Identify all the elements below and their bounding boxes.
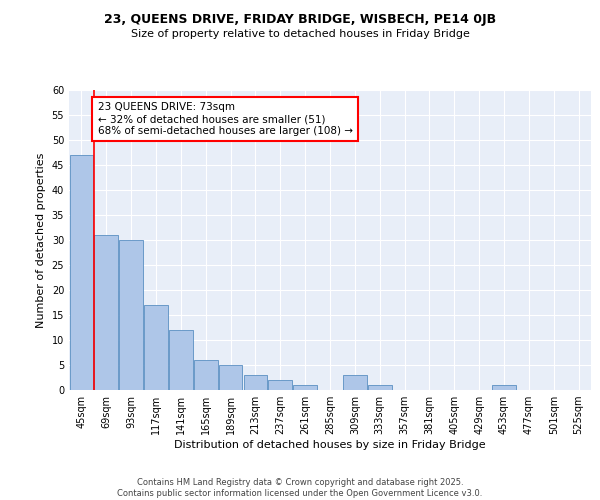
Bar bbox=[70, 155, 93, 390]
Bar bbox=[293, 385, 317, 390]
Bar bbox=[194, 360, 218, 390]
Bar bbox=[244, 375, 267, 390]
Text: 23 QUEENS DRIVE: 73sqm
← 32% of detached houses are smaller (51)
68% of semi-det: 23 QUEENS DRIVE: 73sqm ← 32% of detached… bbox=[98, 102, 353, 136]
X-axis label: Distribution of detached houses by size in Friday Bridge: Distribution of detached houses by size … bbox=[174, 440, 486, 450]
Bar bbox=[492, 385, 516, 390]
Bar bbox=[268, 380, 292, 390]
Y-axis label: Number of detached properties: Number of detached properties bbox=[36, 152, 46, 328]
Bar bbox=[368, 385, 392, 390]
Bar bbox=[169, 330, 193, 390]
Bar bbox=[144, 305, 168, 390]
Text: Size of property relative to detached houses in Friday Bridge: Size of property relative to detached ho… bbox=[131, 29, 469, 39]
Bar bbox=[343, 375, 367, 390]
Bar bbox=[119, 240, 143, 390]
Text: 23, QUEENS DRIVE, FRIDAY BRIDGE, WISBECH, PE14 0JB: 23, QUEENS DRIVE, FRIDAY BRIDGE, WISBECH… bbox=[104, 12, 496, 26]
Text: Contains HM Land Registry data © Crown copyright and database right 2025.
Contai: Contains HM Land Registry data © Crown c… bbox=[118, 478, 482, 498]
Bar bbox=[219, 365, 242, 390]
Bar bbox=[94, 235, 118, 390]
